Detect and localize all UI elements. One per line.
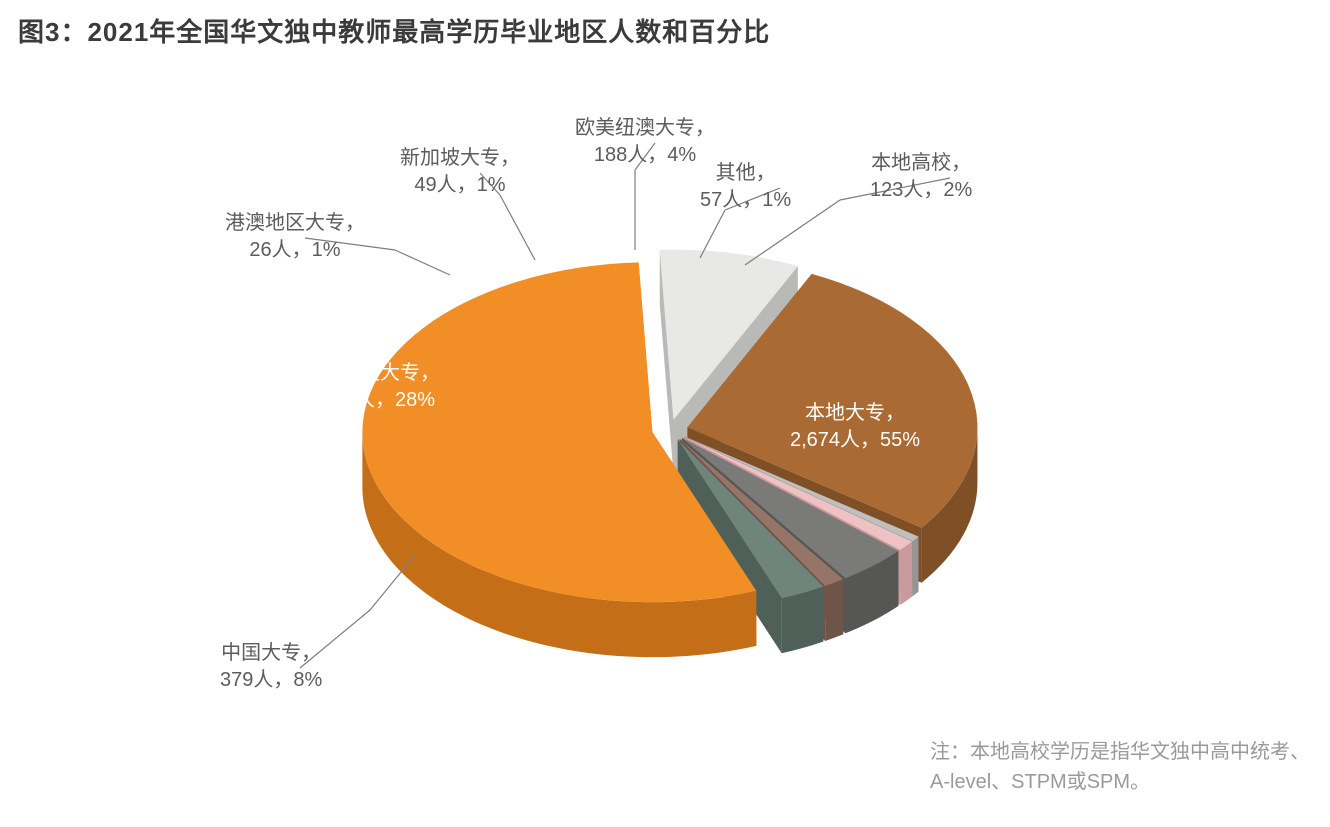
label-line2: 123人，2% (870, 179, 972, 201)
label-line2: 49人，1% (414, 174, 505, 196)
label-line2: 2,674人，55% (790, 429, 920, 451)
label-singapore-college: 新加坡大专， 49人，1% (400, 145, 520, 199)
label-west-college: 欧美纽澳大专， 188人，4% (575, 115, 715, 169)
note-line2: A-level、STPM或SPM。 (930, 771, 1150, 793)
label-hk-macau-college: 港澳地区大专， 26人，1% (225, 210, 365, 264)
label-line1: 本地大专， (805, 402, 905, 424)
label-line1: 欧美纽澳大专， (575, 117, 715, 139)
label-line2: 57人，1% (700, 189, 791, 211)
label-line1: 港澳地区大专， (225, 212, 365, 234)
label-line2: 26人，1% (249, 239, 340, 261)
label-line1: 本地高校， (871, 152, 971, 174)
label-line2: 1,359人，28% (305, 389, 435, 411)
label-other: 其他， 57人，1% (700, 160, 791, 214)
label-line1: 新加坡大专， (400, 147, 520, 169)
note-line1: 注：本地高校学历是指华文独中高中统考、 (930, 741, 1310, 763)
label-taiwan-college: 台湾地区大专， 1,359人，28% (300, 360, 440, 414)
label-local-highschool: 本地高校， 123人，2% (870, 150, 972, 204)
label-line1: 其他， (716, 162, 776, 184)
label-china-college: 中国大专， 379人，8% (220, 640, 322, 694)
chart-footnote: 注：本地高校学历是指华文独中高中统考、 A-level、STPM或SPM。 (930, 737, 1310, 797)
label-line2: 379人，8% (220, 669, 322, 691)
label-local-college: 本地大专， 2,674人，55% (790, 400, 920, 454)
label-line2: 188人，4% (594, 144, 696, 166)
label-line1: 台湾地区大专， (300, 362, 440, 384)
label-line1: 中国大专， (221, 642, 321, 664)
